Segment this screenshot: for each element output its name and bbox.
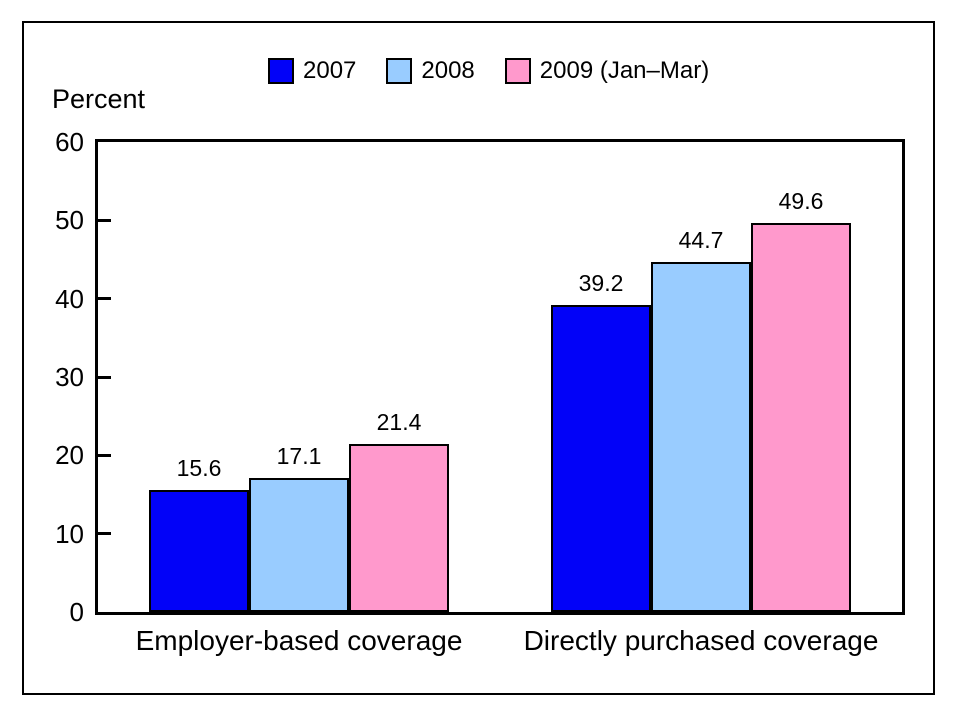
bar [751, 223, 851, 612]
y-tick-label: 30 [55, 362, 84, 392]
y-tick-label: 10 [55, 518, 84, 549]
bar-value-label: 17.1 [276, 443, 322, 469]
chart-border [22, 21, 935, 695]
y-tick-label: 0 [69, 597, 84, 627]
legend-label: 2009 (Jan–Mar) [539, 57, 710, 84]
bar [551, 305, 651, 612]
legend-label: 2008 [421, 57, 475, 84]
x-category-label: Employer-based coverage [135, 625, 463, 656]
y-tick [98, 375, 111, 379]
y-tick [98, 297, 111, 301]
legend-item: 2007 [268, 57, 356, 85]
legend: 2007 2008 2009 (Jan–Mar) [268, 57, 709, 85]
bar [249, 478, 349, 612]
bar-value-label: 49.6 [778, 188, 824, 214]
y-tick-label: 60 [55, 127, 84, 157]
legend-item: 2008 [386, 57, 475, 85]
bar-value-label: 21.4 [376, 409, 422, 435]
x-category-label: Directly purchased coverage [523, 625, 879, 656]
legend-swatch [268, 58, 294, 84]
y-tick-label: 20 [55, 440, 84, 471]
plot-area: 0 10 20 30 40 50 60 15.6 39.2 17.1 44.7 21.4 49.6 [55, 127, 902, 627]
plot-area-frame [95, 139, 905, 615]
legend-item: 2009 (Jan–Mar) [504, 57, 710, 85]
bar-value-label: 44.7 [678, 227, 724, 253]
bar-value-label: 15.6 [176, 455, 222, 481]
y-tick-label: 50 [55, 205, 84, 236]
legend-swatch [504, 58, 531, 84]
bar [349, 444, 449, 612]
y-tick [98, 218, 111, 222]
y-axis-title: Percent [52, 84, 146, 114]
y-tick [98, 532, 111, 536]
bar [651, 262, 751, 612]
bar-value-label: 39.2 [578, 270, 624, 296]
y-tick [98, 453, 111, 457]
legend-label: 2007 [303, 57, 357, 84]
y-tick-label: 40 [55, 283, 84, 314]
legend-swatch [386, 58, 413, 84]
bar [149, 490, 249, 612]
